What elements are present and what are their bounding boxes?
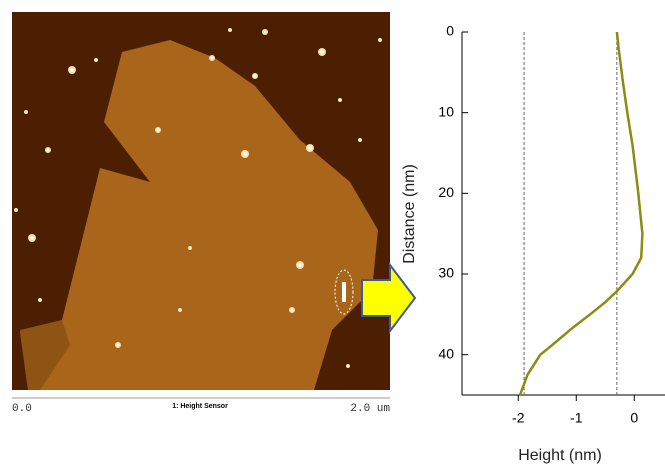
figure: 0.0 1: Height Sensor 2.0 um Height (nm) … [0, 0, 665, 468]
profile-line [342, 282, 346, 302]
y-tick-label: 0 [446, 23, 454, 39]
scale-start: 0.0 [12, 403, 32, 415]
profile-curve [520, 32, 642, 395]
scale-end: 2.0 um [350, 403, 390, 415]
x-tick-label: 0 [630, 410, 638, 426]
x-tick-label: -1 [570, 410, 583, 426]
x-tick-label: -2 [512, 410, 525, 426]
afm-image [12, 12, 390, 390]
y-tick-label: 10 [438, 103, 454, 119]
y-tick-label: 30 [438, 265, 454, 281]
channel-label: 1: Height Sensor [172, 403, 228, 410]
y-tick-label: 40 [438, 345, 454, 361]
page: {"afm_image": {"scale_start": "0.0", "ch… [0, 0, 665, 473]
y-tick-label: 20 [438, 184, 454, 200]
x-axis-label: Height (nm) [518, 447, 602, 464]
y-axis-label: Distance (nm) [401, 164, 418, 264]
